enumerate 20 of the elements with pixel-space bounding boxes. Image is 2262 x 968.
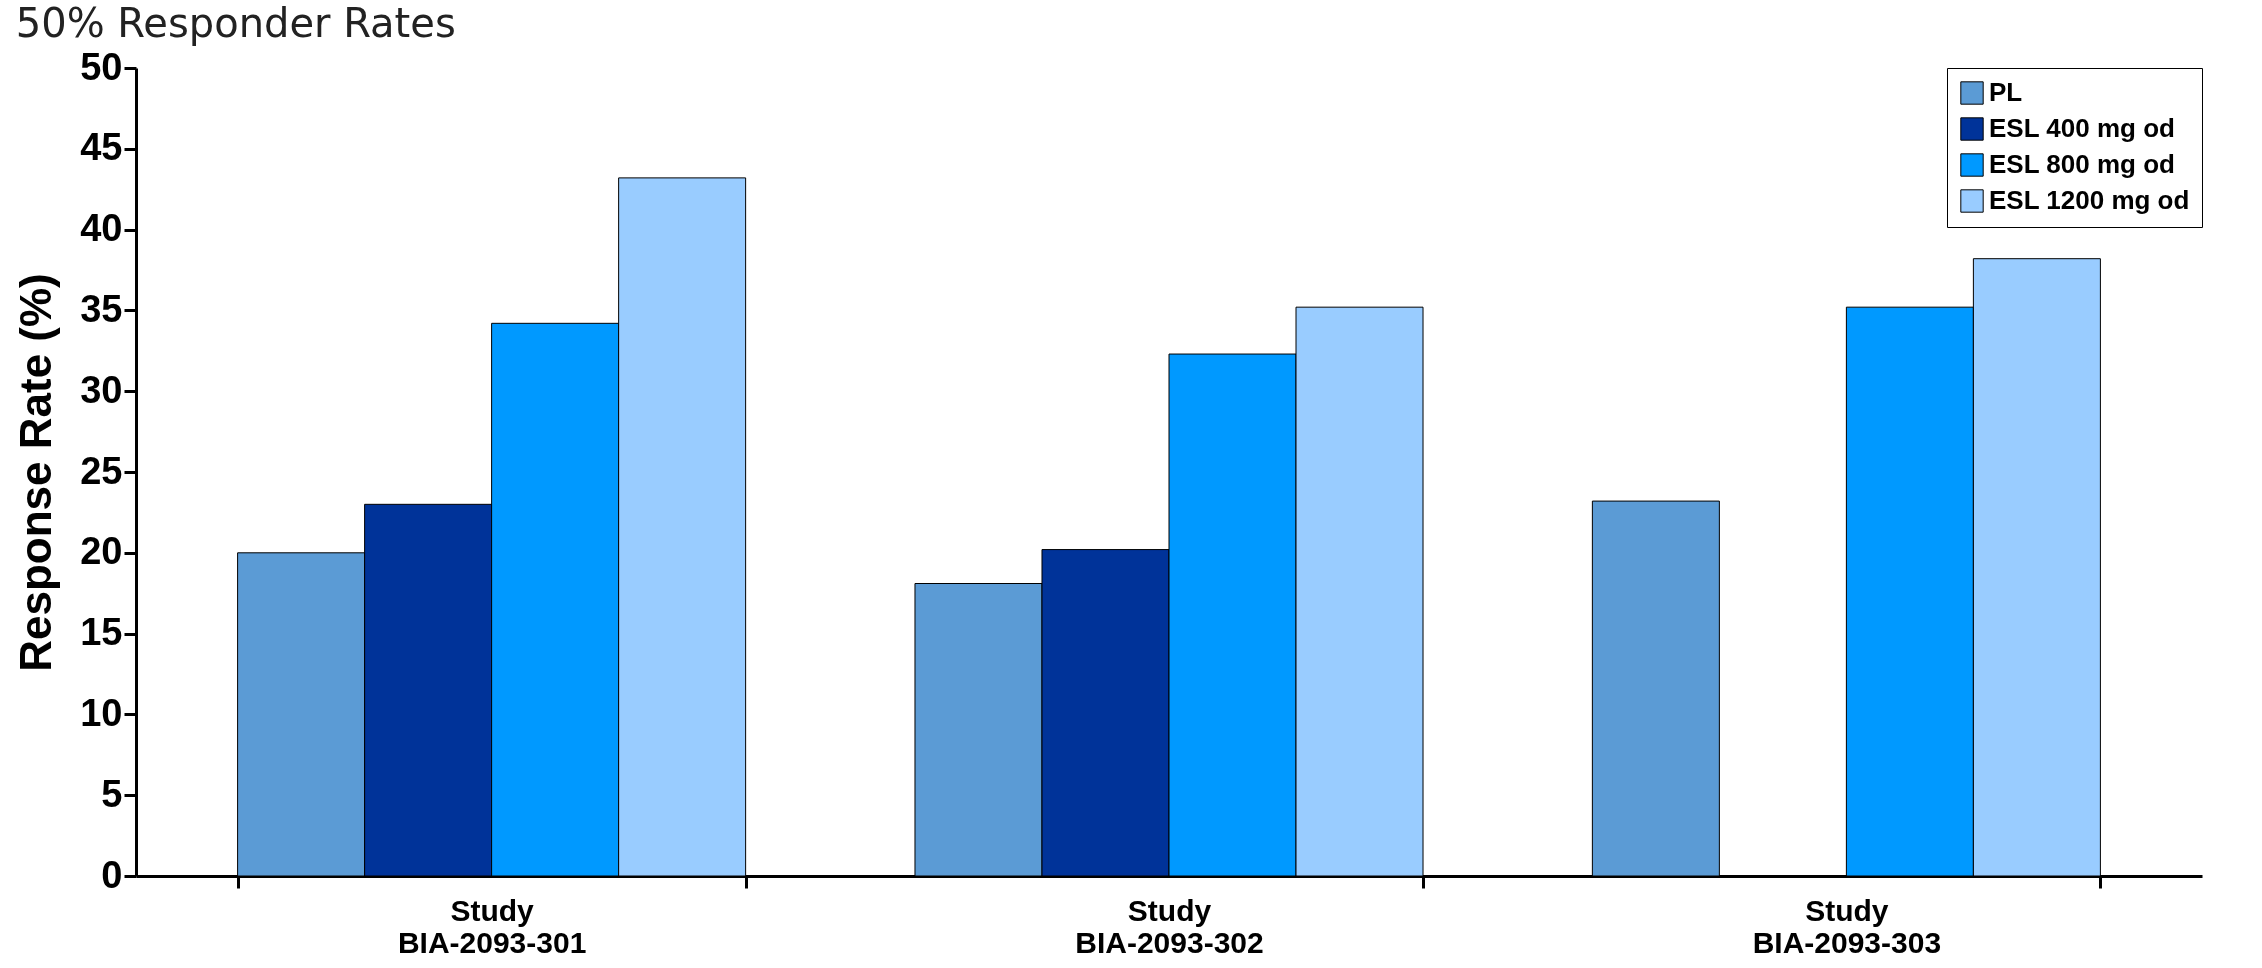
- y-tick-label: 10: [80, 691, 123, 734]
- y-tick-label: 50: [80, 45, 123, 88]
- y-tick-label: 20: [80, 530, 123, 573]
- y-tick-label: 40: [80, 207, 123, 250]
- legend-label: ESL 1200 mg od: [1989, 185, 2190, 215]
- legend-label: ESL 800 mg od: [1989, 149, 2175, 179]
- legend-label: PL: [1989, 77, 2023, 107]
- y-tick-label: 35: [80, 287, 123, 330]
- y-axis-title: Response Rate (%): [11, 273, 61, 672]
- y-tick-label: 30: [80, 368, 123, 411]
- y-tick-label: 0: [101, 853, 123, 896]
- y-tick-label: 5: [101, 772, 123, 815]
- chart-title: 50% Responder Rates: [15, 0, 456, 46]
- y-tick-label: 25: [80, 449, 123, 492]
- y-tick-label: 15: [80, 611, 123, 654]
- x-tick-label: Study BIA-2093-303: [1752, 893, 1942, 959]
- y-tick-label: 45: [80, 126, 123, 169]
- x-tick-label: Study BIA-2093-302: [1075, 893, 1264, 959]
- legend-label: ESL 400 mg od: [1989, 113, 2175, 143]
- x-tick-label: Study BIA-2093-301: [397, 893, 587, 959]
